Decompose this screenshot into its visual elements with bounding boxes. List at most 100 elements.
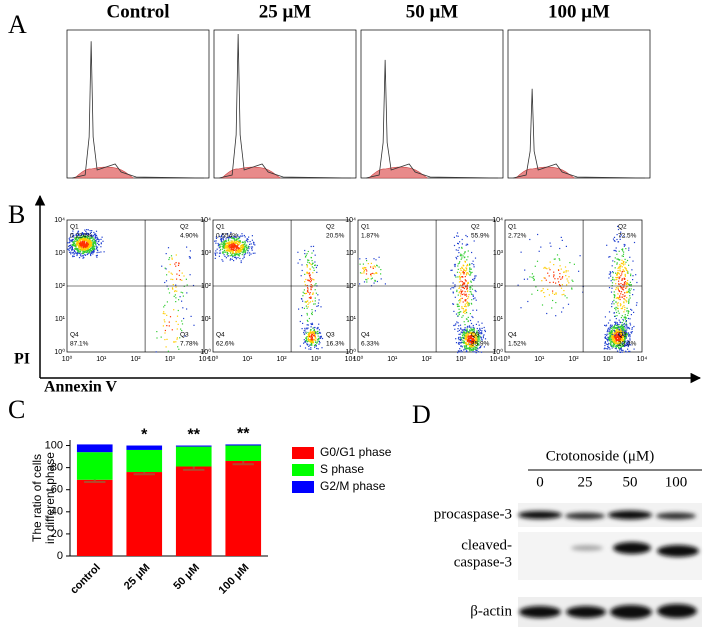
dot — [464, 341, 466, 344]
dot — [617, 276, 619, 278]
dot — [378, 256, 380, 258]
dot — [463, 334, 465, 336]
dot — [622, 344, 624, 347]
dot — [311, 334, 313, 336]
y-tick-label: 10⁴ — [492, 217, 503, 224]
dot — [89, 246, 91, 248]
dot — [163, 319, 165, 321]
dot — [302, 300, 304, 302]
dot — [251, 239, 253, 241]
dot — [560, 278, 562, 280]
dot — [317, 338, 319, 340]
dot — [77, 240, 79, 242]
dot — [618, 283, 620, 285]
dot — [228, 248, 230, 250]
dot — [613, 236, 616, 238]
dot — [314, 289, 316, 291]
dot — [607, 346, 609, 348]
dot — [611, 329, 613, 331]
dot — [314, 326, 316, 329]
dot — [174, 294, 176, 296]
dot — [620, 265, 622, 267]
dot — [612, 340, 614, 342]
dot — [620, 334, 622, 336]
dot — [163, 311, 165, 313]
dot — [605, 348, 607, 350]
dot — [523, 278, 525, 280]
legend-label: G0/G1 phase — [320, 445, 392, 459]
dot — [459, 324, 462, 326]
dot — [630, 275, 632, 277]
histogram-curve — [218, 33, 352, 179]
dot — [463, 287, 465, 290]
dot — [520, 251, 522, 253]
dot — [465, 336, 467, 338]
dot — [90, 237, 92, 240]
dot — [311, 293, 314, 295]
dot — [232, 240, 234, 242]
dot — [620, 348, 622, 350]
dot — [621, 278, 623, 280]
dot — [472, 295, 474, 297]
dot — [463, 342, 465, 344]
dot — [615, 272, 617, 274]
dot — [69, 236, 71, 239]
dot — [373, 258, 375, 260]
dot — [73, 250, 75, 253]
dot — [311, 266, 313, 268]
dot — [81, 232, 83, 234]
dot — [237, 247, 240, 249]
dot — [520, 307, 522, 309]
dot — [235, 242, 237, 244]
y-tick-label: 10² — [201, 283, 212, 290]
dot — [307, 290, 309, 292]
dot — [301, 315, 303, 317]
dot — [229, 246, 231, 248]
dot — [308, 334, 310, 336]
dot — [231, 248, 233, 250]
dot — [223, 246, 225, 248]
dot — [471, 342, 474, 344]
dot — [472, 309, 474, 311]
dot — [623, 284, 625, 286]
dot — [80, 237, 83, 239]
dot — [236, 238, 238, 240]
dot — [612, 341, 614, 343]
dot — [310, 339, 313, 341]
dot — [470, 349, 472, 351]
y-tick-label: 0 — [57, 550, 63, 562]
dot — [622, 345, 624, 347]
dot — [243, 247, 245, 249]
dot — [232, 251, 234, 253]
dot — [240, 246, 242, 248]
dot — [306, 253, 308, 255]
bar-segment — [76, 444, 113, 453]
dot — [625, 269, 628, 271]
dot — [70, 253, 72, 255]
dot — [303, 292, 305, 294]
dot — [471, 263, 473, 265]
dot — [608, 330, 610, 332]
dot — [88, 237, 91, 239]
dot — [465, 334, 467, 336]
dot — [628, 333, 630, 335]
dot — [615, 250, 617, 252]
dot — [611, 338, 613, 340]
dot — [542, 288, 544, 290]
dot — [465, 267, 467, 269]
legend-label: G2/M phase — [320, 479, 386, 493]
dot — [462, 290, 464, 292]
dot — [309, 268, 311, 271]
dot — [251, 248, 253, 250]
dot — [470, 268, 472, 270]
dot — [553, 264, 555, 266]
dot — [623, 330, 625, 332]
dot — [631, 328, 633, 330]
dot — [474, 341, 476, 343]
dot — [624, 295, 626, 297]
dot — [554, 258, 556, 260]
dot — [462, 315, 464, 317]
dot — [314, 335, 316, 337]
dot — [620, 304, 622, 306]
dot — [462, 301, 464, 303]
